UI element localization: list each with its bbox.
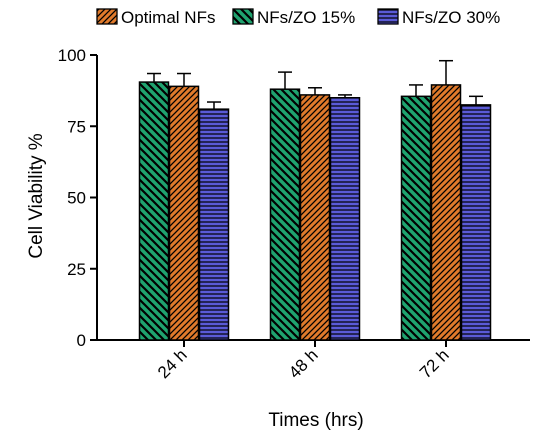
bar-1-2 bbox=[329, 97, 361, 341]
legend-swatch-2 bbox=[377, 8, 399, 25]
x-tick-label: 24 h bbox=[154, 345, 191, 382]
bar-2-1 bbox=[430, 84, 462, 341]
bar-0-1 bbox=[168, 85, 200, 341]
x-tick-label: 72 h bbox=[416, 345, 453, 382]
legend-swatch-1 bbox=[96, 8, 118, 25]
y-tick-label: 25 bbox=[67, 260, 86, 279]
bar-0-0 bbox=[138, 81, 170, 341]
bar-0-2 bbox=[198, 108, 230, 341]
y-axis: 0 25 50 75 100 bbox=[58, 46, 98, 350]
y-tick-label: 100 bbox=[58, 46, 86, 65]
y-tick-label: 50 bbox=[67, 189, 86, 208]
x-axis-title: Times (hrs) bbox=[268, 410, 363, 431]
x-tick-label: 48 h bbox=[285, 345, 322, 382]
legend-label-1: Optimal NFs bbox=[121, 8, 215, 27]
x-axis: 24 h 48 h 72 h bbox=[97, 339, 530, 382]
y-tick-label: 0 bbox=[77, 331, 86, 350]
bar-2-0 bbox=[400, 95, 432, 341]
y-axis-title: Cell Viability % bbox=[26, 133, 47, 258]
legend-label-2: NFs/ZO 30% bbox=[402, 8, 500, 27]
bar-1-1 bbox=[299, 94, 331, 341]
legend-label-0: NFs/ZO 15% bbox=[257, 8, 355, 27]
bars-group bbox=[138, 59, 492, 341]
bar-2-2 bbox=[460, 104, 492, 341]
legend-swatch-0 bbox=[232, 8, 254, 25]
y-tick-label: 75 bbox=[67, 117, 86, 136]
legend: Optimal NFs NFs/ZO 15% NFs/ZO 30% bbox=[96, 8, 500, 27]
bar-1-0 bbox=[269, 88, 301, 341]
